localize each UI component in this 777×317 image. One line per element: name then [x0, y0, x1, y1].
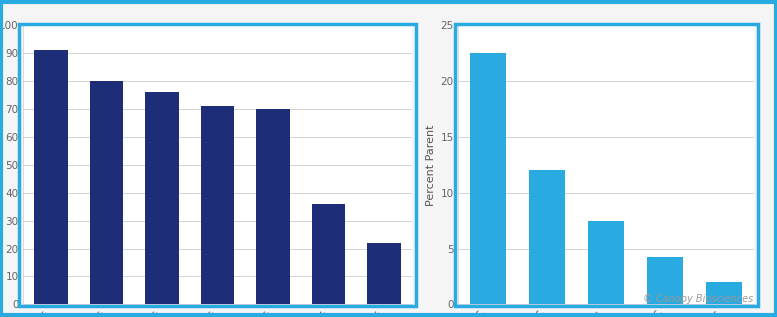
Bar [34, 50, 68, 304]
Bar [368, 243, 401, 304]
Bar [647, 257, 683, 304]
Bar [470, 53, 506, 304]
Bar [706, 282, 742, 304]
Bar [90, 81, 124, 304]
Bar [256, 109, 290, 304]
Bar [312, 204, 345, 304]
Text: © Canopy Biosciences: © Canopy Biosciences [643, 294, 754, 304]
Bar [145, 92, 179, 304]
Bar [529, 171, 565, 304]
Y-axis label: Percent Parent: Percent Parent [426, 124, 436, 206]
Bar [201, 106, 234, 304]
Bar [588, 221, 624, 304]
